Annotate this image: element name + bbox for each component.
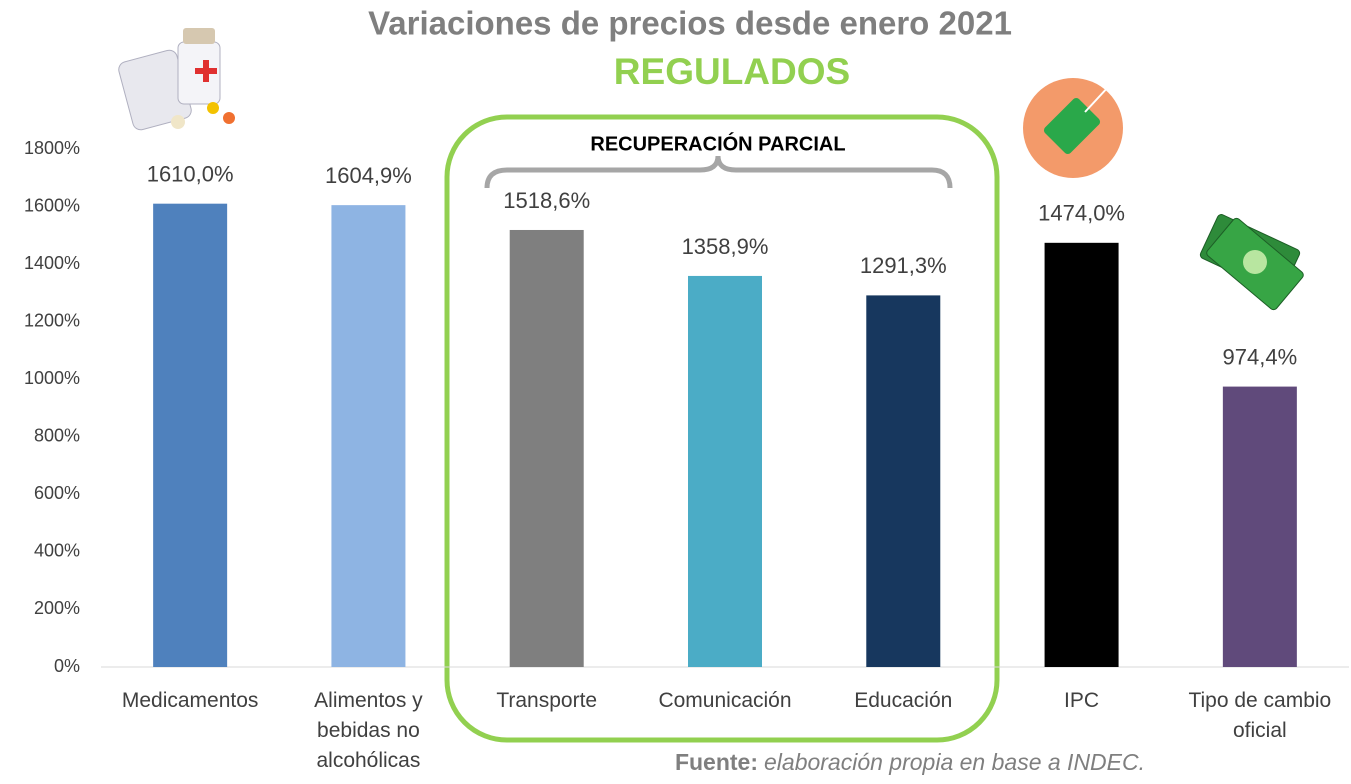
bar [1223,387,1297,667]
bar [331,205,405,667]
y-tick-label: 400% [34,541,80,561]
x-tick-label: Transporte [462,686,632,716]
x-tick-label: Tipo de cambio oficial [1175,686,1345,746]
y-tick-label: 1600% [24,195,80,215]
y-tick-label: 800% [34,426,80,446]
chart-title: Variaciones de precios desde enero 2021 [368,5,1012,42]
chart: Variaciones de precios desde enero 2021 … [0,0,1351,784]
y-tick-label: 1000% [24,368,80,388]
x-tick-label: Comunicación [640,686,810,716]
x-tick-label: Medicamentos [105,686,275,716]
x-tick-label: Educación [818,686,988,716]
bar [510,230,584,667]
price-tag-icon [1023,78,1123,178]
medicine-icon [117,28,235,132]
chart-subtitle: REGULADOS [614,51,850,92]
data-label: 1291,3% [860,253,947,278]
y-tick-label: 200% [34,598,80,618]
bar [866,295,940,667]
y-tick-label: 0% [54,656,80,676]
data-label: 974,4% [1223,344,1298,369]
page: Variaciones de precios desde enero 2021 … [0,0,1351,784]
data-label: 1604,9% [325,163,412,188]
bar [153,204,227,667]
y-tick-label: 1400% [24,253,80,273]
data-label: 1518,6% [503,188,590,213]
x-tick-label: Alimentos y bebidas no alcohólicas [283,686,453,776]
bar [1045,243,1119,667]
money-icon [1199,213,1305,311]
y-tick-label: 1800% [24,138,80,158]
x-tick-label: IPC [997,686,1167,716]
data-label: 1358,9% [682,234,769,259]
source-label: Fuente: [675,749,758,775]
bracket [487,156,950,188]
source-text: elaboración propia en base a INDEC. [764,749,1145,775]
data-label: 1474,0% [1038,201,1125,226]
y-tick-label: 600% [34,483,80,503]
annotation: RECUPERACIÓN PARCIAL [590,131,845,155]
data-label: 1610,0% [147,161,234,186]
bar [688,276,762,667]
y-tick-label: 1200% [24,310,80,330]
